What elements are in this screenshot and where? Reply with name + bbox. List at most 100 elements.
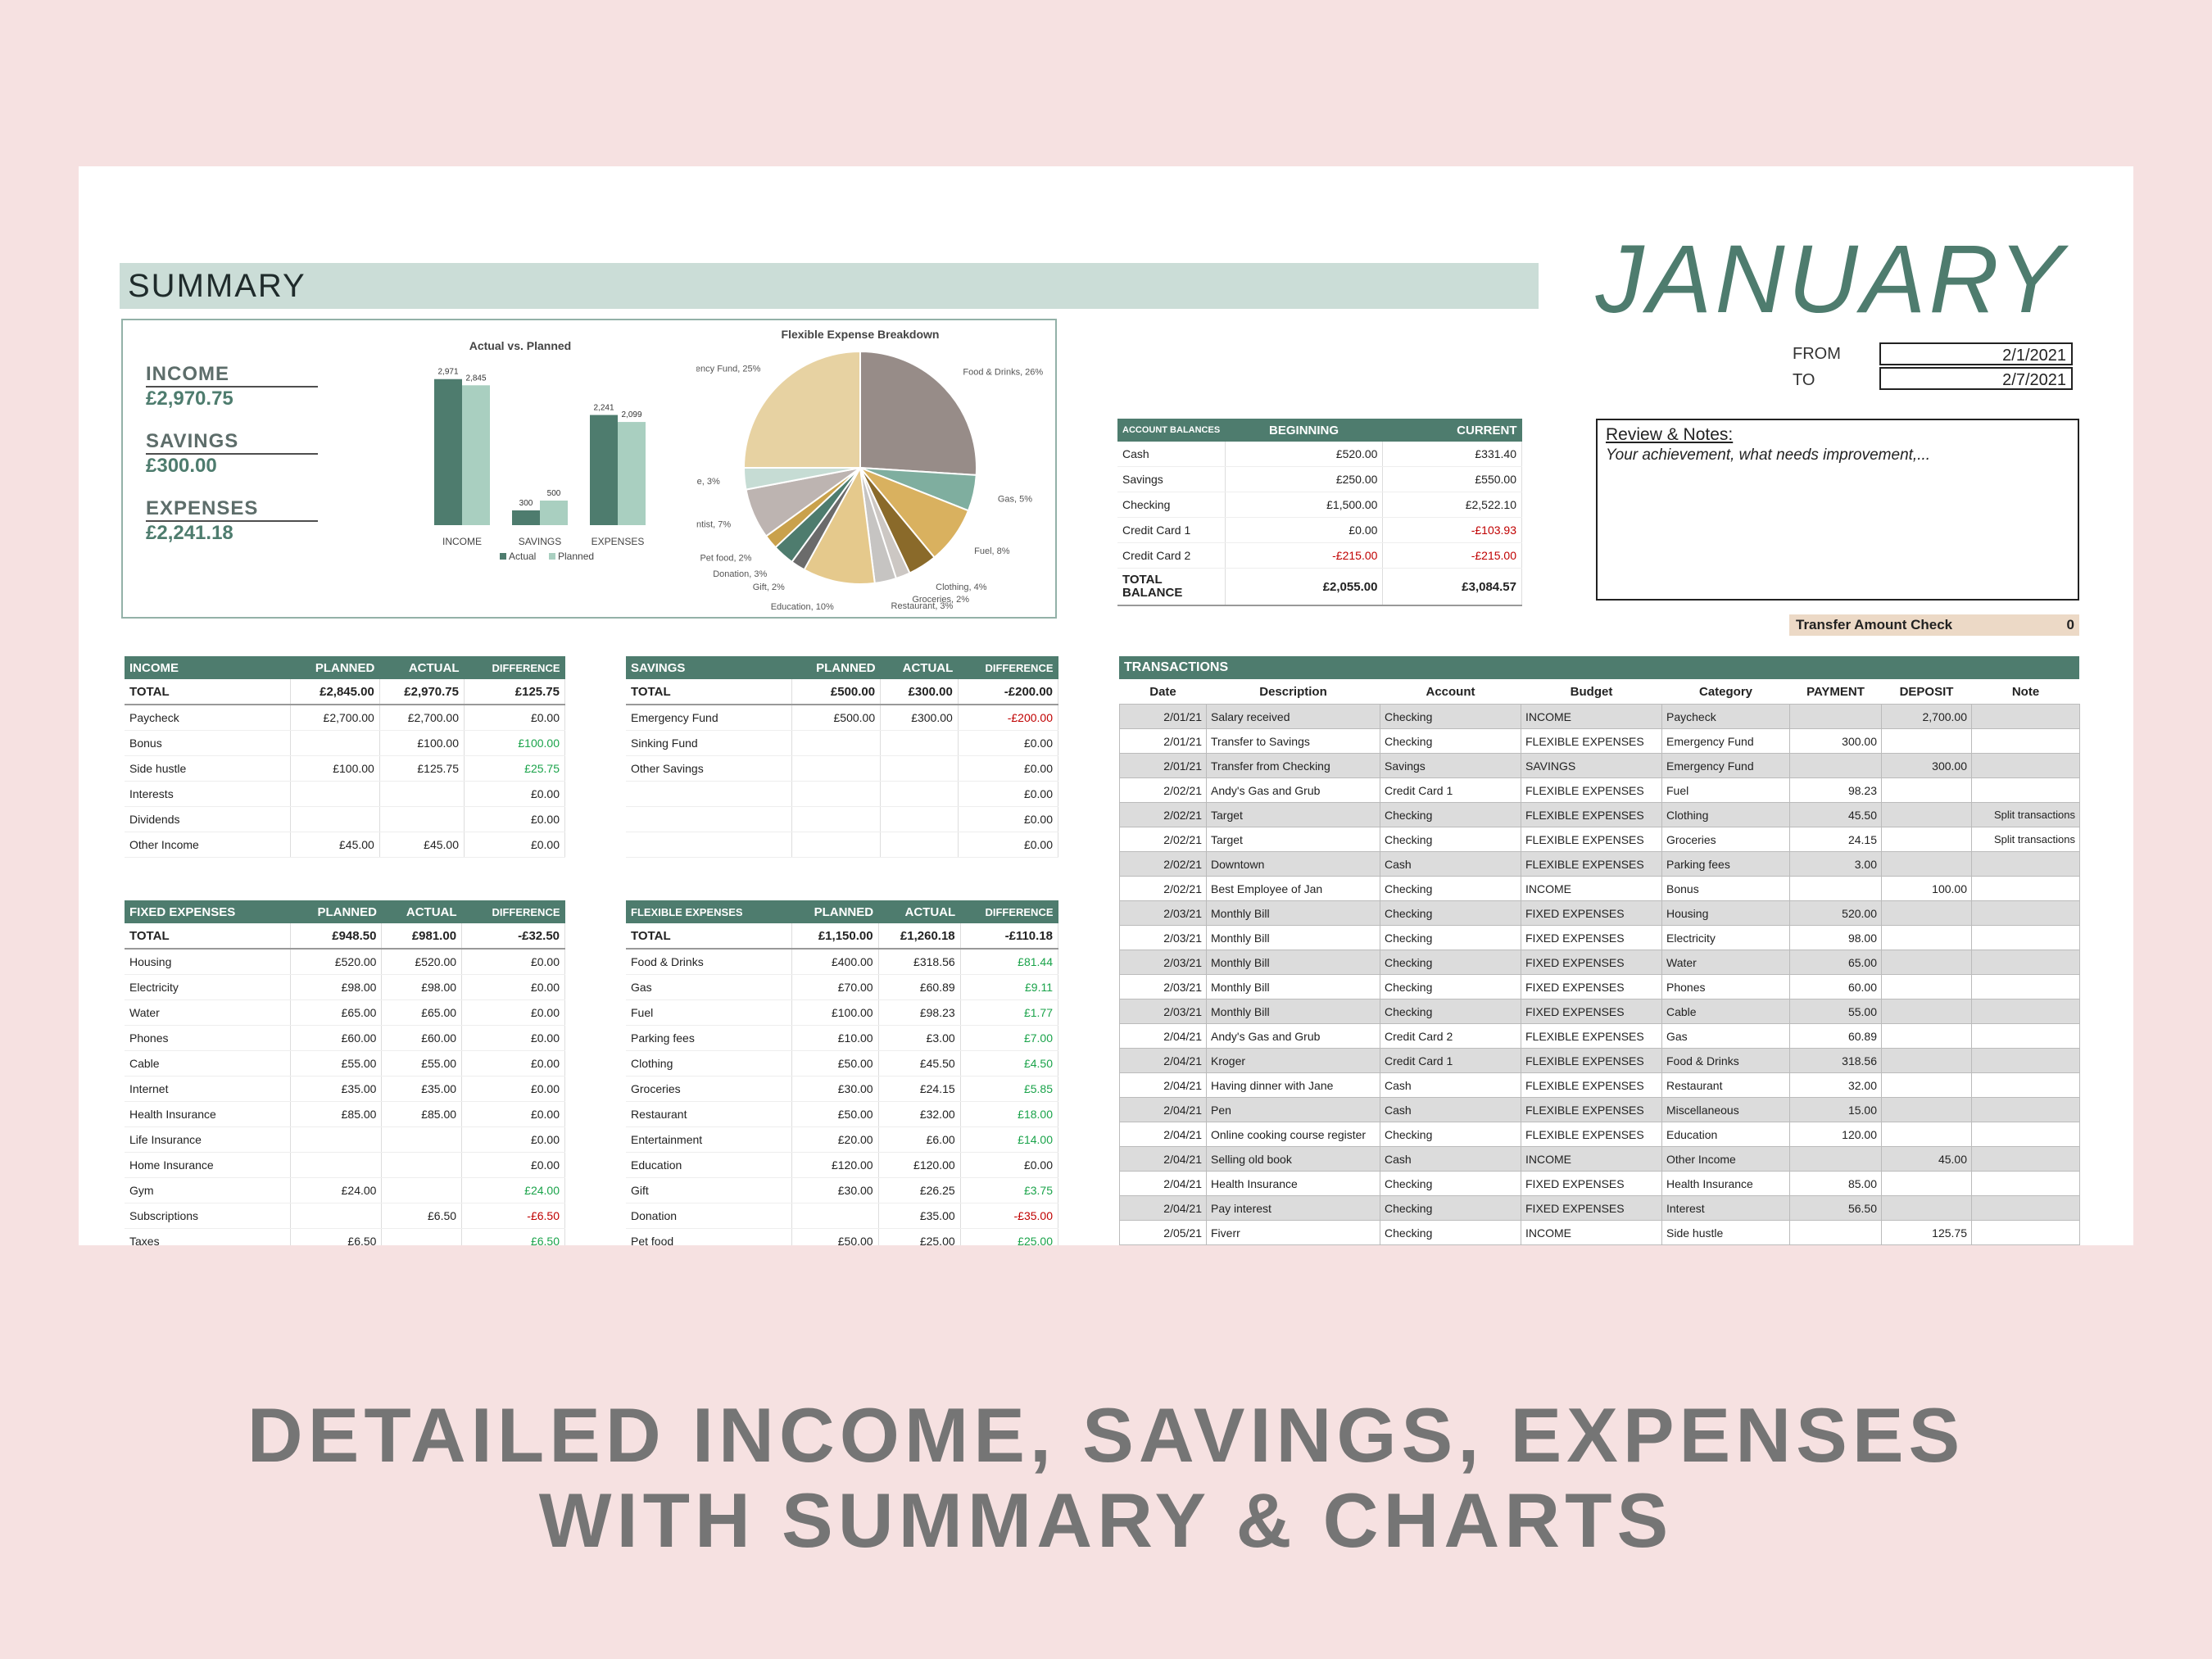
- total-current[interactable]: £3,084.57: [1382, 568, 1522, 606]
- category-cell[interactable]: Clothing: [626, 1050, 792, 1077]
- difference-cell[interactable]: £0.00: [464, 832, 565, 858]
- actual-cell[interactable]: [381, 1177, 463, 1203]
- account-name[interactable]: Cash: [1117, 442, 1226, 467]
- planned-cell[interactable]: £30.00: [791, 1177, 879, 1203]
- tx-description[interactable]: Downtown: [1206, 851, 1380, 877]
- tx-payment[interactable]: 60.00: [1789, 974, 1882, 999]
- difference-cell[interactable]: £25.00: [960, 1228, 1059, 1245]
- tx-date[interactable]: 2/03/21: [1119, 925, 1207, 950]
- tx-payment[interactable]: 65.00: [1789, 950, 1882, 975]
- tx-category[interactable]: Emergency Fund: [1661, 728, 1790, 754]
- tx-date[interactable]: 2/02/21: [1119, 876, 1207, 901]
- difference-cell[interactable]: £0.00: [958, 730, 1059, 756]
- total-value[interactable]: £948.50: [290, 923, 383, 950]
- transaction-row[interactable]: 2/03/21 Monthly Bill Checking FIXED EXPENSE…: [1119, 900, 2080, 926]
- difference-cell[interactable]: £9.11: [960, 974, 1059, 1000]
- tx-payment[interactable]: 55.00: [1789, 999, 1882, 1024]
- category-cell[interactable]: Other Savings: [626, 755, 792, 782]
- transaction-row[interactable]: 2/04/21 Selling old book Cash INCOME Other I…: [1119, 1146, 2080, 1172]
- tx-date[interactable]: 2/01/21: [1119, 728, 1207, 754]
- tx-payment[interactable]: 300.00: [1789, 728, 1882, 754]
- tx-category[interactable]: Miscellaneous: [1661, 1097, 1790, 1122]
- planned-cell[interactable]: £500.00: [791, 705, 882, 731]
- planned-cell[interactable]: £55.00: [290, 1050, 383, 1077]
- tx-budget[interactable]: FIXED EXPENSES: [1521, 999, 1662, 1024]
- tx-deposit[interactable]: [1881, 974, 1972, 999]
- tx-account[interactable]: Cash: [1380, 1097, 1521, 1122]
- planned-cell[interactable]: £400.00: [791, 949, 879, 975]
- planned-cell[interactable]: £6.50: [290, 1228, 383, 1245]
- tx-account[interactable]: Credit Card 2: [1380, 1023, 1521, 1049]
- tx-note[interactable]: [1971, 925, 2080, 950]
- tx-description[interactable]: Monthly Bill: [1206, 999, 1380, 1024]
- tx-budget[interactable]: FLEXIBLE EXPENSES: [1521, 851, 1662, 877]
- difference-cell[interactable]: £0.00: [461, 974, 565, 1000]
- tx-date[interactable]: 2/04/21: [1119, 1122, 1207, 1147]
- tx-category[interactable]: Cable: [1661, 999, 1790, 1024]
- actual-cell[interactable]: £125.75: [379, 755, 465, 782]
- transaction-row[interactable]: 2/04/21 Pen Cash FLEXIBLE EXPENSES Miscellan…: [1119, 1097, 2080, 1122]
- planned-cell[interactable]: £70.00: [791, 974, 879, 1000]
- tx-date[interactable]: 2/05/21: [1119, 1220, 1207, 1245]
- difference-cell[interactable]: £0.00: [461, 1101, 565, 1127]
- category-cell[interactable]: Interests: [125, 781, 291, 807]
- tx-description[interactable]: Selling old book: [1206, 1146, 1380, 1172]
- category-cell[interactable]: Groceries: [626, 1076, 792, 1102]
- category-cell[interactable]: Water: [125, 999, 291, 1026]
- transaction-row[interactable]: 2/03/21 Monthly Bill Checking FIXED EXPENSE…: [1119, 925, 2080, 950]
- tx-payment[interactable]: 32.00: [1789, 1072, 1882, 1098]
- tx-budget[interactable]: FIXED EXPENSES: [1521, 1171, 1662, 1196]
- planned-cell[interactable]: £2,700.00: [290, 705, 380, 731]
- tx-account[interactable]: Cash: [1380, 851, 1521, 877]
- tx-note[interactable]: [1971, 1048, 2080, 1073]
- tx-deposit[interactable]: 125.75: [1881, 1220, 1972, 1245]
- planned-cell[interactable]: £100.00: [791, 999, 879, 1026]
- difference-cell[interactable]: £3.75: [960, 1177, 1059, 1203]
- tx-category[interactable]: Food & Drinks: [1661, 1048, 1790, 1073]
- tx-description[interactable]: Monthly Bill: [1206, 950, 1380, 975]
- planned-cell[interactable]: [290, 1126, 383, 1153]
- total-value[interactable]: £125.75: [464, 679, 565, 705]
- tx-deposit[interactable]: 45.00: [1881, 1146, 1972, 1172]
- difference-cell[interactable]: £0.00: [960, 1152, 1059, 1178]
- tx-payment[interactable]: 24.15: [1789, 827, 1882, 852]
- tx-deposit[interactable]: [1881, 925, 1972, 950]
- tx-budget[interactable]: FLEXIBLE EXPENSES: [1521, 1072, 1662, 1098]
- tx-account[interactable]: Checking: [1380, 1171, 1521, 1196]
- tx-date[interactable]: 2/01/21: [1119, 704, 1207, 729]
- planned-cell[interactable]: £30.00: [791, 1076, 879, 1102]
- category-cell[interactable]: Housing: [125, 949, 291, 975]
- actual-cell[interactable]: £6.50: [381, 1203, 463, 1229]
- actual-cell[interactable]: [880, 781, 959, 807]
- tx-description[interactable]: Target: [1206, 827, 1380, 852]
- planned-cell[interactable]: £50.00: [791, 1050, 879, 1077]
- difference-cell[interactable]: £0.00: [958, 755, 1059, 782]
- total-value[interactable]: £300.00: [880, 679, 959, 705]
- tx-account[interactable]: Checking: [1380, 1220, 1521, 1245]
- review-notes-box[interactable]: Review & Notes: Your achievement, what n…: [1596, 419, 2079, 601]
- category-cell[interactable]: Education: [626, 1152, 792, 1178]
- tx-deposit[interactable]: [1881, 1171, 1972, 1196]
- actual-cell[interactable]: [880, 730, 959, 756]
- tx-budget[interactable]: FLEXIBLE EXPENSES: [1521, 827, 1662, 852]
- difference-cell[interactable]: -£35.00: [960, 1203, 1059, 1229]
- actual-cell[interactable]: £32.00: [878, 1101, 961, 1127]
- planned-cell[interactable]: £50.00: [791, 1228, 879, 1245]
- tx-deposit[interactable]: [1881, 900, 1972, 926]
- category-cell[interactable]: Subscriptions: [125, 1203, 291, 1229]
- category-cell[interactable]: Gas: [626, 974, 792, 1000]
- planned-cell[interactable]: £65.00: [290, 999, 383, 1026]
- actual-cell[interactable]: [880, 806, 959, 832]
- tx-description[interactable]: Online cooking course register: [1206, 1122, 1380, 1147]
- tx-payment[interactable]: 56.50: [1789, 1195, 1882, 1221]
- total-value[interactable]: -£32.50: [461, 923, 565, 950]
- tx-date[interactable]: 2/02/21: [1119, 802, 1207, 827]
- account-name[interactable]: Credit Card 2: [1117, 542, 1226, 569]
- tx-budget[interactable]: FIXED EXPENSES: [1521, 950, 1662, 975]
- tx-category[interactable]: Education: [1661, 1122, 1790, 1147]
- tx-deposit[interactable]: [1881, 950, 1972, 975]
- total-beginning[interactable]: £2,055.00: [1225, 568, 1384, 606]
- transaction-row[interactable]: 2/04/21 Pay interest Checking FIXED EXPENSE…: [1119, 1195, 2080, 1221]
